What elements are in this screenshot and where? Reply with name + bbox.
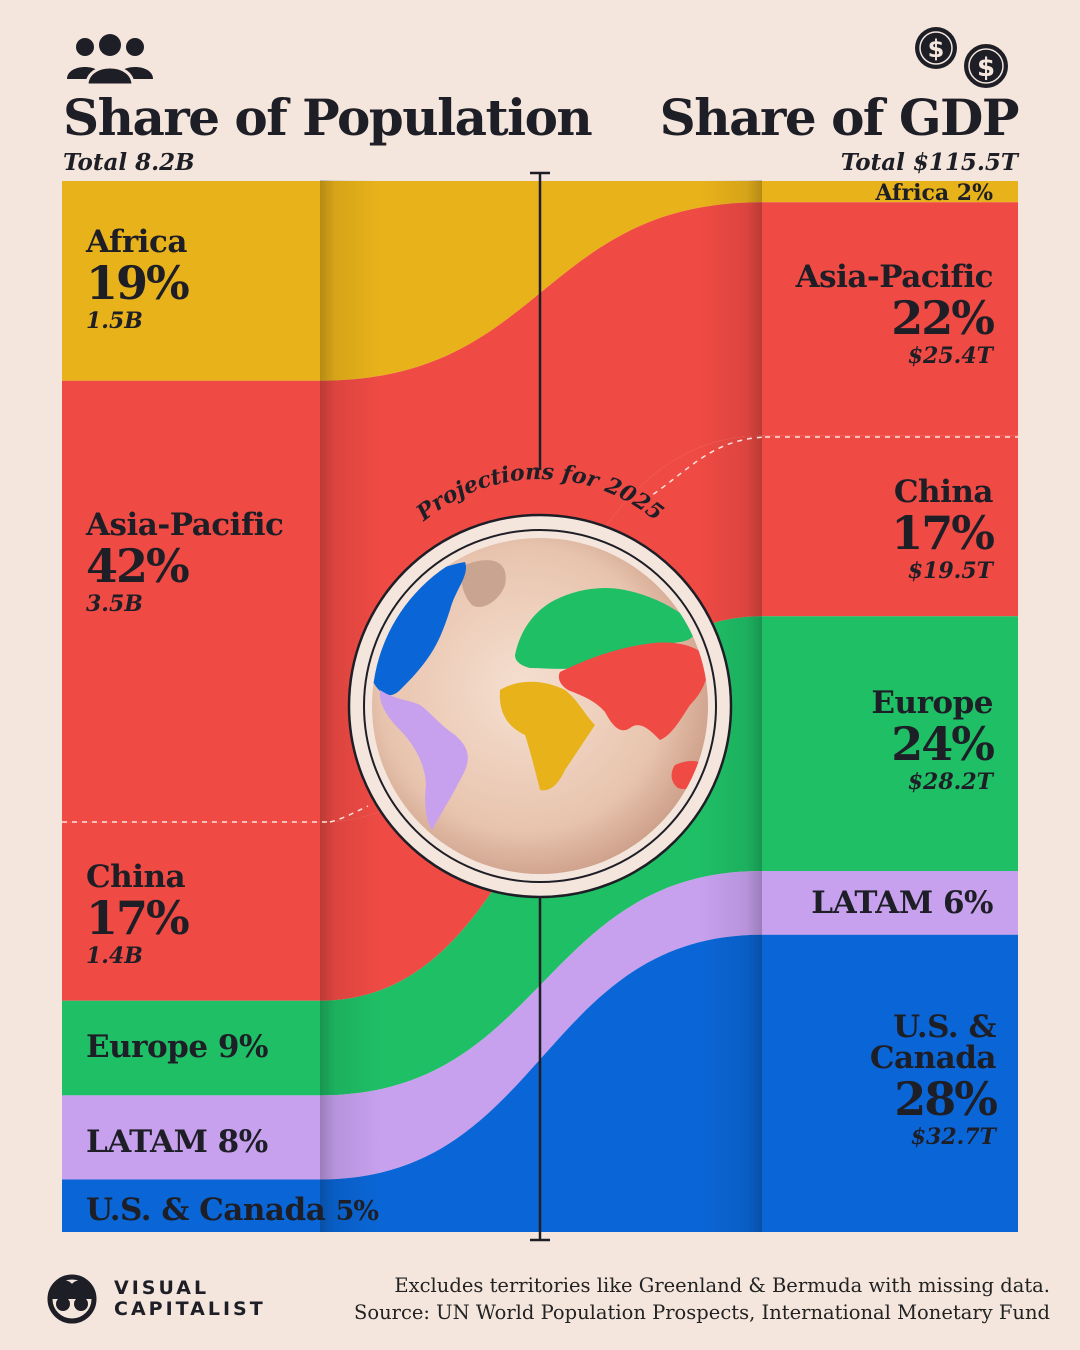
left-asia-value: 3.5B (86, 591, 143, 617)
left-asia-pct: 42% (86, 539, 190, 593)
band-asia-pacific (62, 202, 1018, 823)
right-europe-name: Europe (871, 685, 993, 721)
left-africa-name: Africa (86, 224, 187, 260)
population-header: Share of Population Total 8.2B (63, 30, 593, 177)
right-label-africa: Africa 2% (875, 180, 993, 206)
north-america-shape (372, 562, 467, 696)
right-asia-pct: 22% (891, 291, 995, 345)
mushroom-cloud-logo-icon (47, 1274, 97, 1324)
right-china-pct: 17% (891, 506, 995, 560)
footer-notes: Excludes territories like Greenland & Be… (354, 1272, 1050, 1326)
right-china-divider-curve (644, 436, 766, 501)
right-label-europe: Europe 24% $28.2T (871, 685, 995, 795)
europe-shape (515, 588, 696, 669)
brand-line2: CAPITALIST (114, 1298, 266, 1320)
right-us-name-line1: U.S. & (893, 1009, 996, 1045)
left-us-name: U.S. & Canada (86, 1192, 326, 1228)
left-label-latam: LATAM 8% (86, 1124, 268, 1160)
left-china-pct: 17% (86, 891, 190, 945)
right-europe-pct: 24% (891, 717, 995, 771)
gdp-header: Share of GDP Total $115.5T (659, 30, 1020, 177)
gdp-total: Total $115.5T (840, 149, 1018, 176)
svg-text:$: $ (928, 35, 945, 63)
left-asia-name: Asia-Pacific (86, 507, 284, 543)
greenland-shape (461, 560, 506, 608)
left-china-name: China (86, 859, 186, 895)
left-label-africa: Africa 19% 1.5B (86, 224, 190, 334)
right-europe-value: $28.2T (907, 769, 993, 795)
right-label-asia-pacific: Asia-Pacific 22% $25.4T (795, 259, 995, 369)
gdp-title: Share of GDP (659, 88, 1020, 147)
asia-shape (558, 642, 708, 740)
right-us-pct: 28% (894, 1072, 998, 1126)
right-label-latam: LATAM 6% (811, 885, 993, 921)
right-asia-name: Asia-Pacific (795, 259, 994, 295)
dollar-coins-icon: $ $ (908, 26, 1014, 96)
left-us-pct: 5% (335, 1196, 379, 1227)
left-china-divider-curve (329, 805, 369, 823)
people-group-icon (65, 33, 155, 93)
right-label-us-canada: U.S. & Canada 28% $32.7T (869, 1009, 998, 1150)
latam-shape (379, 690, 468, 830)
source-note: Source: UN World Population Prospects, I… (353, 1301, 1050, 1324)
brand-line1: VISUAL (114, 1277, 210, 1299)
left-africa-value: 1.5B (86, 308, 143, 334)
globe-icon: Projections for 2025 (347, 459, 733, 899)
right-asia-value: $25.4T (907, 343, 993, 369)
left-label-china: China 17% 1.4B (86, 859, 190, 969)
left-label-europe: Europe 9% (86, 1029, 268, 1065)
africa-shape (499, 681, 595, 791)
right-us-value: $32.7T (910, 1124, 996, 1150)
right-us-name-line2: Canada (869, 1040, 997, 1076)
svg-text:$: $ (977, 53, 995, 83)
right-china-name: China (893, 474, 994, 510)
footnote: Excludes territories like Greenland & Be… (394, 1274, 1050, 1297)
population-total: Total 8.2B (63, 149, 195, 176)
right-label-china: China 17% $19.5T (891, 474, 995, 584)
left-label-asia-pacific: Asia-Pacific 42% 3.5B (86, 507, 284, 617)
visual-capitalist-logo: VISUAL CAPITALIST (38, 1274, 266, 1324)
right-china-value: $19.5T (907, 558, 993, 584)
left-label-us-canada: U.S. & Canada 5% (86, 1192, 379, 1228)
population-title: Share of Population (63, 88, 593, 147)
left-africa-pct: 19% (86, 256, 190, 310)
left-china-value: 1.4B (86, 943, 143, 969)
